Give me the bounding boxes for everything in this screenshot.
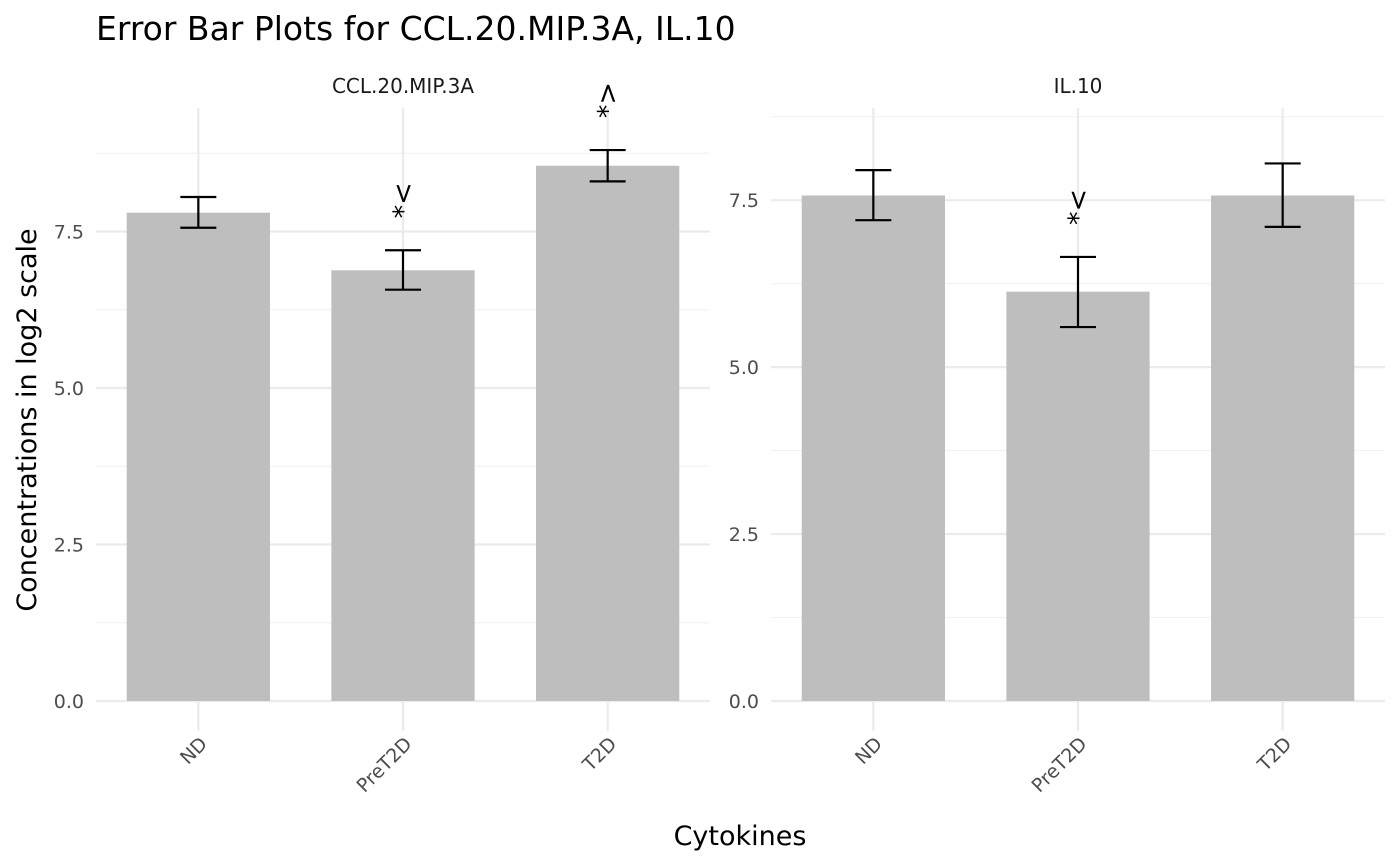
x-tick-label: ND xyxy=(851,733,887,769)
x-tick-label: PreT2D xyxy=(1028,733,1092,797)
x-tick-label: PreT2D xyxy=(353,733,417,797)
significance-label: *< xyxy=(1063,189,1094,225)
y-tick-label: 7.5 xyxy=(54,221,84,243)
bar-t2d xyxy=(536,165,680,701)
y-tick-label: 5.0 xyxy=(729,357,759,379)
chart-title: Error Bar Plots for CCL.20.MIP.3A, IL.10 xyxy=(96,9,736,48)
panel-strip-label: CCL.20.MIP.3A xyxy=(332,74,474,98)
bar-pret2d xyxy=(1006,291,1150,701)
panel-1: 0.0 2.5 5.0 7.5 CCL.20.MIP.3A ND *< PreT2D *> T2D xyxy=(54,74,710,797)
bar-nd xyxy=(801,195,945,701)
significance-label: *> xyxy=(593,82,624,118)
x-tick-label: ND xyxy=(176,733,212,769)
y-tick-label: 2.5 xyxy=(729,524,759,546)
x-axis-title: Cytokines xyxy=(674,821,807,852)
y-axis-title: Concentrations in log2 scale xyxy=(12,228,43,611)
bar-pret2d xyxy=(331,270,475,701)
y-tick-label: 2.5 xyxy=(54,534,84,556)
y-tick-label: 5.0 xyxy=(54,378,84,400)
bar-t2d xyxy=(1211,195,1355,701)
chart-panels: 0.0 2.5 5.0 7.5 CCL.20.MIP.3A ND *< PreT2D *> T2D… xyxy=(54,74,1385,797)
y-tick-label: 0.0 xyxy=(54,691,84,713)
bar-nd xyxy=(126,212,270,701)
y-tick-label: 7.5 xyxy=(729,190,759,212)
x-tick-label: T2D xyxy=(1253,733,1296,776)
significance-label: *< xyxy=(388,182,419,218)
y-tick-label: 0.0 xyxy=(729,691,759,713)
panel-strip-label: IL.10 xyxy=(1054,74,1103,98)
panel-2: 0.0 2.5 5.0 7.5 IL.10 ND *< PreT2D T2D xyxy=(729,74,1385,797)
x-tick-label: T2D xyxy=(578,733,621,776)
